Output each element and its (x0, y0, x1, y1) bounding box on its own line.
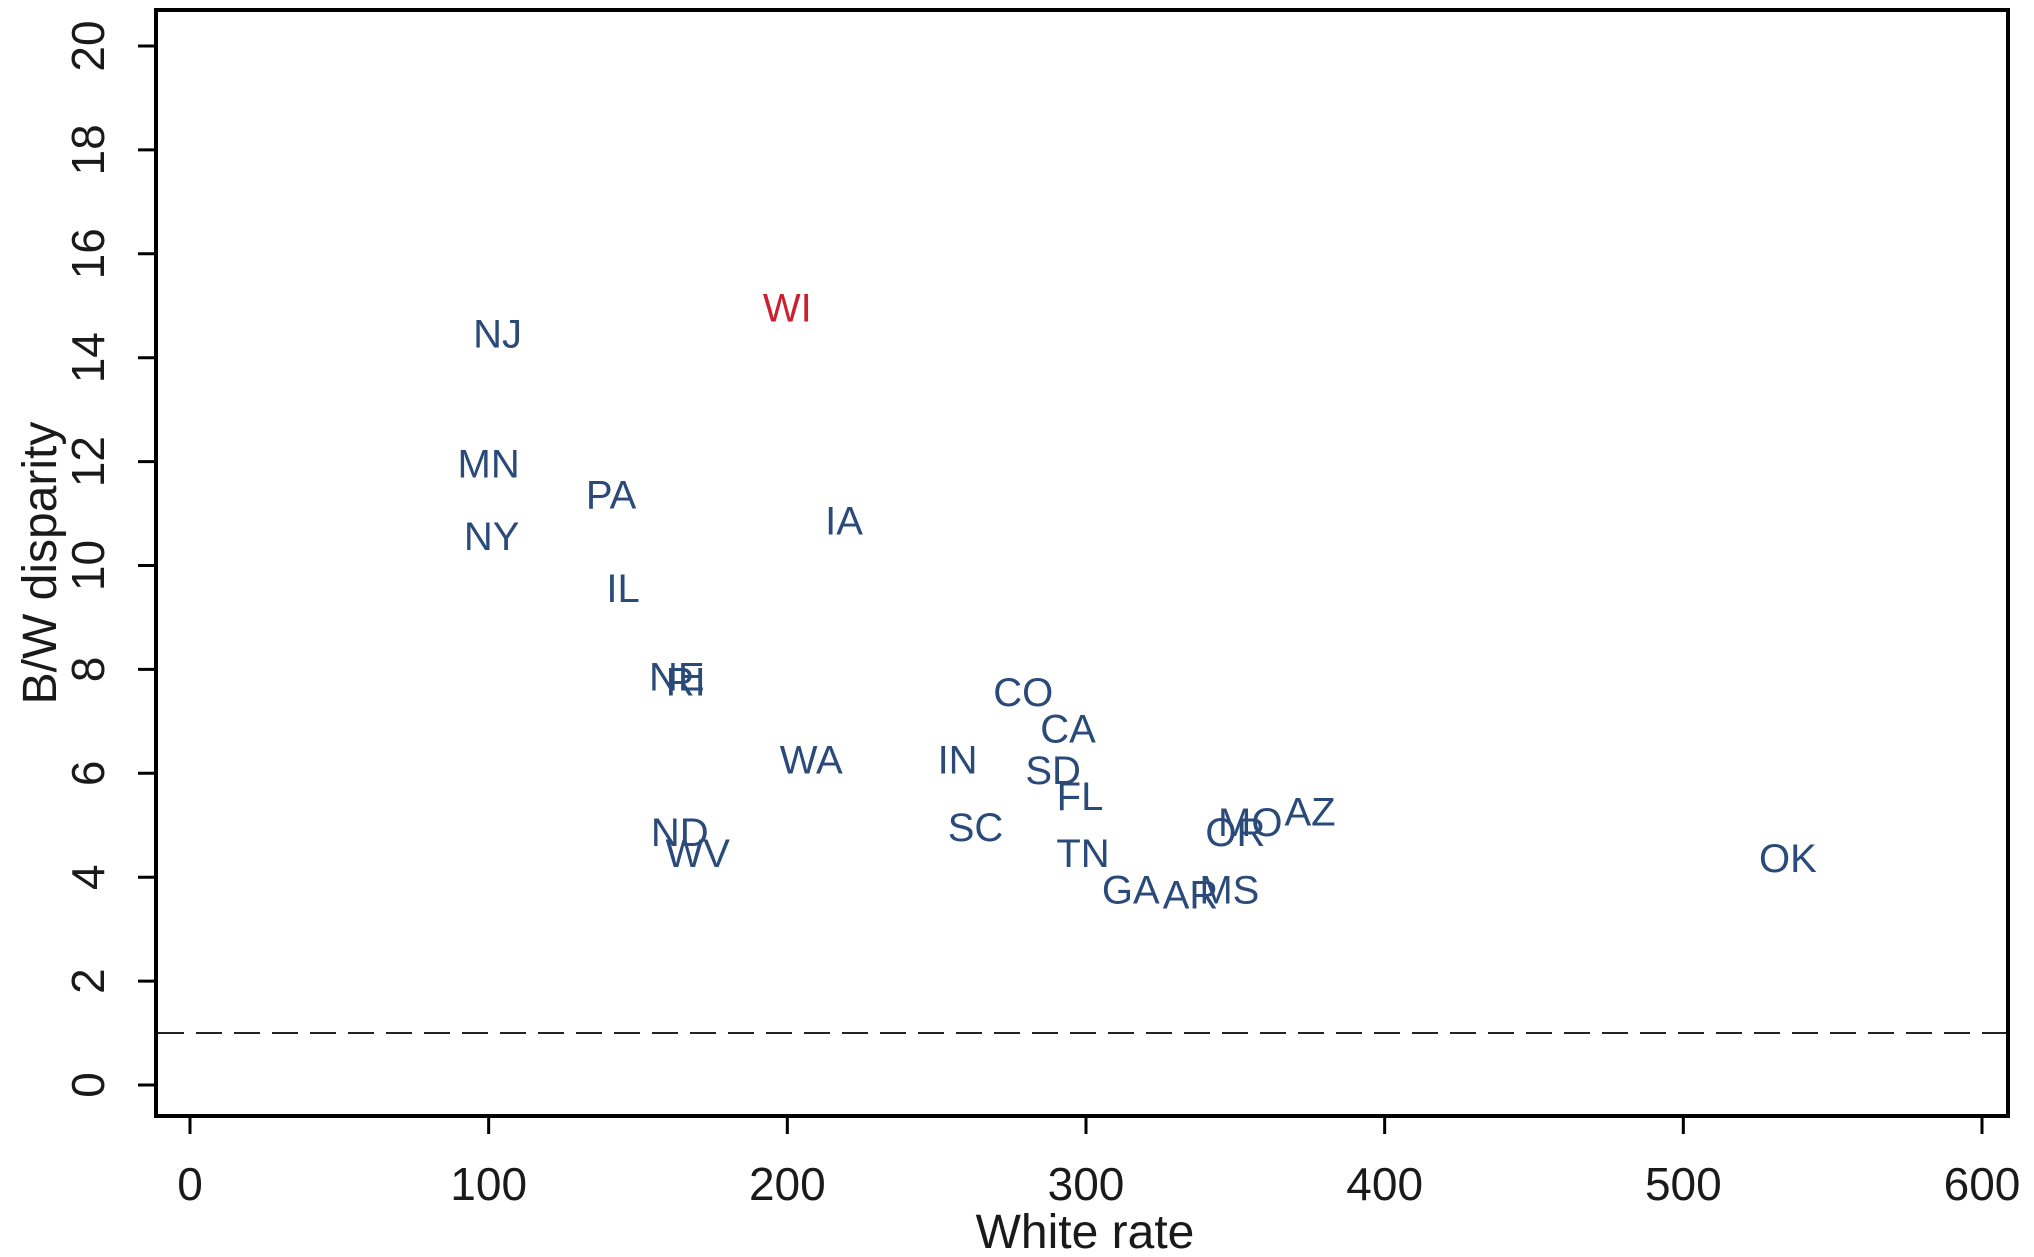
y-tick-label: 12 (62, 436, 114, 487)
y-tick-label: 0 (62, 1072, 114, 1098)
y-tick-label: 8 (62, 657, 114, 683)
point-label: MN (458, 442, 520, 486)
point-label: ND (651, 811, 709, 855)
x-axis: 0 100 200 300 400 500 600 (177, 1116, 2020, 1210)
x-tick-label: 100 (450, 1158, 527, 1210)
point-label: SD (1025, 749, 1081, 793)
point-label: NE (649, 655, 705, 699)
point-label: WA (780, 738, 843, 782)
x-tick-label: 0 (177, 1158, 203, 1210)
point-label: MS (1199, 868, 1259, 912)
x-axis-label: White rate (976, 1206, 1195, 1257)
point-label: OK (1759, 837, 1817, 881)
y-tick-label: 4 (62, 864, 114, 890)
point-label: IN (938, 738, 978, 782)
y-axis: 0 2 4 6 8 10 12 14 16 18 20 (62, 20, 156, 1098)
y-tick-label: 16 (62, 228, 114, 279)
point-label: GA (1102, 868, 1160, 912)
point-label: FL (1057, 775, 1104, 819)
y-tick-label: 10 (62, 540, 114, 591)
point-label: IL (606, 567, 639, 611)
y-tick-label: 18 (62, 124, 114, 175)
point-label: TN (1056, 832, 1109, 876)
y-tick-label: 20 (62, 20, 114, 71)
point-label: RI (666, 661, 706, 705)
point-label: AR (1163, 874, 1219, 918)
x-tick-label: 200 (749, 1158, 826, 1210)
y-tick-label: 2 (62, 968, 114, 994)
y-axis-label: B/W disparity (14, 422, 67, 705)
x-tick-label: 600 (1944, 1158, 2021, 1210)
point-label: NY (464, 515, 520, 559)
point-label: MO (1218, 801, 1282, 845)
point-label: WI (763, 287, 812, 331)
point-label: WV (666, 832, 731, 876)
point-label: NJ (473, 312, 522, 356)
point-label: CA (1040, 707, 1096, 751)
x-tick-label: 300 (1048, 1158, 1125, 1210)
point-label: OR (1205, 811, 1265, 855)
point-label: IA (825, 500, 863, 544)
point-label: CO (993, 671, 1053, 715)
point-label: AZ (1284, 790, 1335, 834)
x-tick-label: 400 (1346, 1158, 1423, 1210)
y-tick-label: 14 (62, 332, 114, 383)
y-tick-label: 6 (62, 761, 114, 787)
point-label: SC (948, 806, 1004, 850)
plot-frame (154, 8, 2010, 1118)
point-label: PA (586, 474, 637, 518)
x-tick-label: 500 (1645, 1158, 1722, 1210)
